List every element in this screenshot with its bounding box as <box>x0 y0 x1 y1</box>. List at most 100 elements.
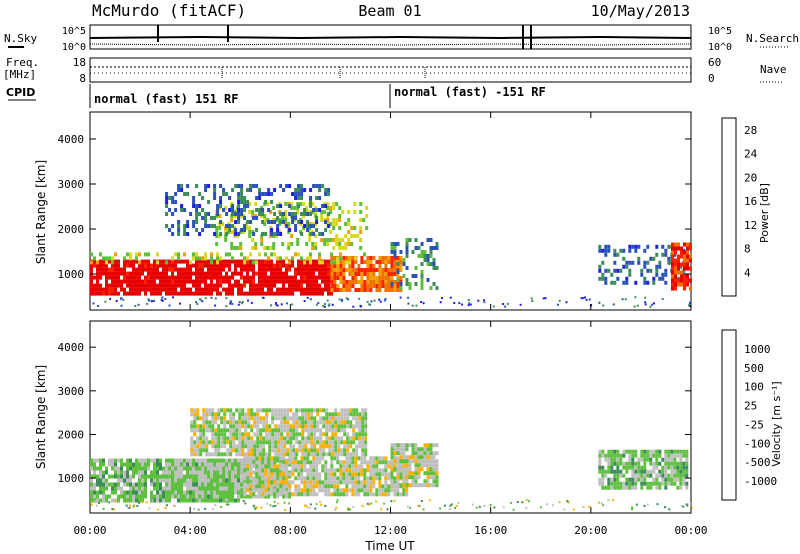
data-cell <box>90 263 93 268</box>
data-cell <box>652 469 656 474</box>
data-cell <box>202 428 206 433</box>
data-cell <box>405 246 409 250</box>
data-cell <box>581 297 584 299</box>
data-cell <box>346 412 350 417</box>
data-cell <box>192 474 196 479</box>
data-cell <box>359 246 363 250</box>
data-cell <box>364 436 368 441</box>
data-cell <box>102 486 105 491</box>
data-cell <box>255 484 259 489</box>
data-cell <box>328 420 332 425</box>
data-cell <box>267 486 271 491</box>
data-cell <box>420 459 424 464</box>
data-cell <box>361 436 365 441</box>
data-cell <box>649 453 653 458</box>
data-cell <box>168 458 172 463</box>
data-cell <box>390 282 394 286</box>
data-cell <box>225 470 228 475</box>
data-cell <box>649 485 653 490</box>
data-cell <box>301 424 305 429</box>
data-cell <box>234 498 237 503</box>
data-cell <box>198 466 202 471</box>
data-cell <box>661 477 665 482</box>
data-cell <box>336 264 340 268</box>
data-cell <box>325 428 329 433</box>
data-cell <box>286 424 290 429</box>
data-cell <box>640 477 644 482</box>
data-cell <box>637 477 641 482</box>
data-cell <box>270 228 274 232</box>
data-cell <box>249 267 252 272</box>
data-cell <box>134 305 137 307</box>
data-cell <box>123 482 126 487</box>
data-cell <box>248 210 252 214</box>
data-cell <box>265 428 269 433</box>
data-cell <box>333 268 337 272</box>
data-cell <box>686 250 689 255</box>
data-cell <box>267 480 271 485</box>
data-cell <box>168 486 172 491</box>
data-cell <box>271 428 275 433</box>
data-cell <box>297 492 301 497</box>
data-cell <box>475 506 478 509</box>
data-cell <box>378 268 382 272</box>
data-cell <box>417 459 421 464</box>
data-cell <box>301 416 305 421</box>
data-cell <box>300 472 304 477</box>
data-cell <box>210 466 214 471</box>
data-cell <box>393 467 397 472</box>
data-cell <box>256 416 260 421</box>
data-cell <box>291 456 295 461</box>
data-cell <box>273 472 277 477</box>
data-cell <box>277 452 281 457</box>
data-cell <box>148 299 151 302</box>
data-cell <box>256 408 260 413</box>
data-cell <box>204 275 207 280</box>
data-cell <box>247 432 251 437</box>
data-cell <box>313 416 317 421</box>
data-cell <box>174 259 177 264</box>
data-cell <box>429 499 432 502</box>
data-cell <box>671 278 674 283</box>
data-cell <box>108 474 111 479</box>
data-cell <box>329 206 333 210</box>
data-cell <box>111 267 114 272</box>
data-cell <box>105 279 108 284</box>
data-cell <box>213 259 216 264</box>
data-cell <box>208 412 212 417</box>
data-cell <box>674 270 677 275</box>
data-cell <box>405 483 409 488</box>
data-cell <box>331 303 334 306</box>
data-cell <box>624 298 627 301</box>
data-cell <box>360 272 364 276</box>
data-cell <box>273 480 277 485</box>
data-cell <box>111 260 114 265</box>
data-cell <box>304 448 308 453</box>
data-cell <box>235 448 239 453</box>
data-cell <box>449 504 452 507</box>
data-cell <box>159 498 162 503</box>
data-cell <box>153 478 156 483</box>
data-cell <box>402 483 406 488</box>
data-cell <box>282 494 286 499</box>
data-cell <box>249 478 253 483</box>
data-cell <box>241 432 245 437</box>
data-cell <box>102 470 105 475</box>
data-cell <box>423 479 427 484</box>
data-cell <box>195 486 199 491</box>
data-cell <box>250 452 254 457</box>
data-cell <box>354 272 358 276</box>
data-cell <box>129 271 132 276</box>
data-cell <box>294 196 298 200</box>
data-cell <box>195 216 199 220</box>
data-cell <box>295 432 299 437</box>
data-cell <box>207 291 210 296</box>
data-cell <box>296 238 300 242</box>
data-cell <box>255 456 259 461</box>
data-cell <box>319 432 323 437</box>
data-cell <box>351 456 355 461</box>
data-cell <box>250 408 254 413</box>
data-cell <box>679 457 683 462</box>
data-cell <box>216 498 219 503</box>
